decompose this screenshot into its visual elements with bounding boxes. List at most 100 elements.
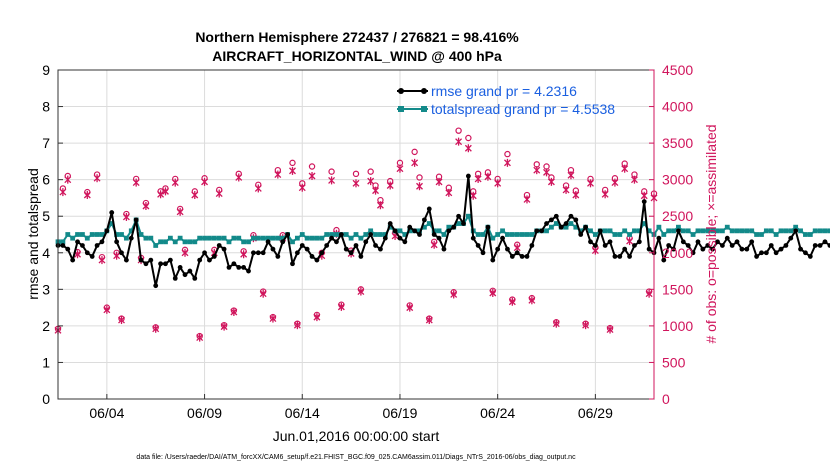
series-spread-point bbox=[690, 232, 696, 237]
series-rmse-point bbox=[812, 243, 818, 248]
series-rmse-point bbox=[539, 228, 545, 234]
obs-assimilated-point bbox=[606, 325, 614, 334]
series-rmse-point bbox=[739, 246, 745, 252]
series-rmse-point bbox=[143, 261, 149, 267]
obs-assimilated-point bbox=[464, 144, 472, 153]
obs-assimilated-point bbox=[469, 191, 477, 200]
series-spread-point bbox=[500, 228, 505, 234]
series-spread-point bbox=[128, 228, 134, 234]
series-rmse-point bbox=[646, 246, 652, 252]
series-spread-point bbox=[255, 235, 261, 241]
series-spread-point bbox=[177, 235, 183, 241]
obs-assimilated-point bbox=[230, 307, 238, 316]
series-rmse-point bbox=[690, 250, 696, 256]
obs-assimilated-point bbox=[494, 179, 502, 188]
series-rmse-point bbox=[338, 232, 344, 237]
obs-assimilated-point bbox=[533, 166, 541, 175]
series-spread-point bbox=[773, 232, 779, 237]
series-rmse-point bbox=[148, 257, 154, 263]
x-tick-label: 06/29 bbox=[578, 405, 613, 421]
series-rmse-point bbox=[197, 257, 203, 263]
series-spread-point bbox=[666, 228, 672, 234]
series-rmse-point bbox=[778, 246, 784, 252]
series-spread-point bbox=[324, 232, 330, 237]
series-rmse-point bbox=[788, 235, 794, 241]
series-rmse-point bbox=[329, 235, 334, 241]
series-spread-point bbox=[490, 235, 496, 241]
series-spread-point bbox=[197, 235, 203, 241]
series-spread-point bbox=[705, 228, 711, 234]
series-spread-point bbox=[661, 232, 667, 237]
series-rmse-point bbox=[553, 213, 559, 219]
obs-assimilated-point bbox=[601, 190, 609, 199]
series-rmse-point bbox=[505, 246, 510, 252]
obs-possible-point bbox=[411, 148, 418, 156]
series-spread-point bbox=[695, 228, 701, 234]
series-rmse-point bbox=[719, 243, 725, 248]
series-rmse-point bbox=[514, 250, 520, 256]
series-rmse-point bbox=[827, 243, 830, 248]
series-rmse-point bbox=[60, 243, 66, 248]
series-spread-point bbox=[568, 221, 574, 226]
series-rmse-point bbox=[421, 217, 427, 223]
series-rmse-point bbox=[265, 239, 271, 245]
obs-assimilated-point bbox=[411, 158, 419, 167]
series-spread-point bbox=[319, 235, 325, 241]
series-rmse-point bbox=[763, 250, 769, 256]
x-tick-label: 06/14 bbox=[285, 405, 320, 421]
series-rmse-point bbox=[99, 239, 105, 245]
legend-spread-label: totalspread grand pr = 4.5538 bbox=[431, 101, 615, 117]
series-rmse-point bbox=[226, 265, 232, 270]
obs-assimilated-point bbox=[484, 172, 492, 181]
series-rmse-point bbox=[241, 265, 247, 270]
series-spread-point bbox=[607, 228, 613, 234]
obs-assimilated-point bbox=[269, 314, 277, 323]
series-spread-point bbox=[549, 224, 554, 230]
obs-assimilated-point bbox=[59, 188, 67, 197]
series-spread-point bbox=[578, 228, 584, 234]
series-rmse-point bbox=[700, 246, 706, 252]
obs-assimilated-point bbox=[98, 256, 106, 265]
series-spread-point bbox=[353, 232, 359, 237]
series-rmse-point bbox=[182, 272, 188, 278]
right-tick-label: 500 bbox=[662, 354, 686, 370]
series-rmse-point bbox=[578, 232, 584, 237]
series-rmse-point bbox=[353, 243, 359, 248]
series-spread-point bbox=[827, 228, 830, 234]
series-spread-point bbox=[627, 232, 632, 237]
series-rmse-point bbox=[729, 243, 735, 248]
obs-assimilated-point bbox=[567, 171, 575, 180]
series-rmse-point bbox=[485, 224, 491, 230]
series-spread-point bbox=[334, 232, 339, 237]
series-spread-point bbox=[167, 235, 173, 241]
series-rmse-point bbox=[304, 246, 310, 252]
series-spread-point bbox=[216, 235, 222, 241]
series-rmse-point bbox=[251, 250, 256, 256]
series-spread-point bbox=[793, 224, 799, 230]
series-rmse-point bbox=[407, 224, 413, 230]
chart-title: Northern Hemisphere 272437 / 276821 = 98… bbox=[195, 29, 519, 45]
series-rmse-point bbox=[544, 221, 549, 226]
series-spread-point bbox=[304, 235, 310, 241]
series-rmse-point bbox=[656, 235, 662, 241]
series-spread-point bbox=[573, 224, 579, 230]
series-spread-point bbox=[275, 235, 281, 241]
series-rmse-point bbox=[685, 243, 691, 248]
series-rmse-point bbox=[255, 250, 261, 256]
series-spread-point bbox=[251, 235, 256, 241]
obs-possible-point bbox=[367, 168, 374, 175]
series-spread-point bbox=[421, 224, 427, 230]
series-rmse-point bbox=[734, 239, 740, 245]
legend: rmse grand pr = 4.2316 totalspread grand… bbox=[397, 83, 615, 117]
series-rmse-point bbox=[358, 254, 364, 259]
series-spread-point bbox=[348, 235, 354, 241]
series-spread-point bbox=[788, 228, 794, 234]
series-rmse-point bbox=[70, 257, 76, 263]
series-rmse-point bbox=[768, 243, 774, 248]
series-spread-point bbox=[148, 235, 154, 241]
series-spread-point bbox=[749, 228, 755, 234]
x-axis-ticks: 06/04 06/09 06/14 06/19 06/24 06/29 bbox=[89, 394, 613, 421]
series-rmse-point bbox=[602, 243, 608, 248]
series-spread-point bbox=[544, 228, 549, 234]
series-rmse-point bbox=[334, 239, 339, 245]
